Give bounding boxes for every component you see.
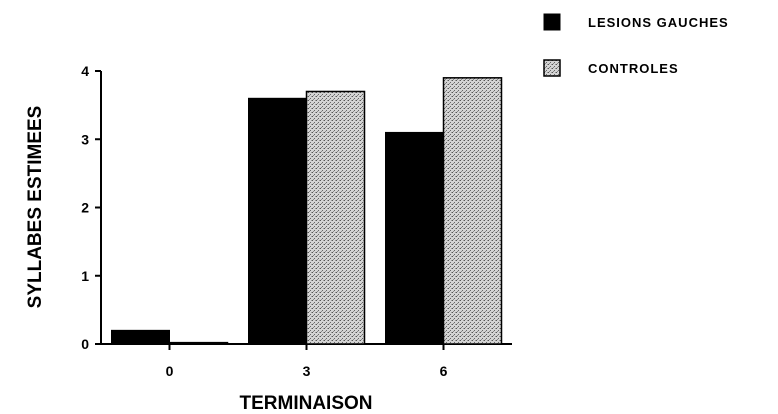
- x-tick-label: 0: [166, 363, 174, 379]
- bar-lesions-gauches-6: [385, 131, 444, 345]
- x-axis-ticks: 0 3 6: [166, 344, 448, 379]
- legend-swatch-controles: [543, 59, 561, 77]
- bar-lesions-gauches-3: [248, 97, 307, 345]
- bar-controles-6: [442, 77, 503, 345]
- bars-group: [111, 77, 503, 345]
- x-axis-title: TERMINAISON: [240, 393, 373, 414]
- y-tick-label: 4: [81, 63, 89, 79]
- y-tick-label: 1: [81, 268, 89, 284]
- bar-controles-3: [305, 90, 366, 345]
- y-axis-ticks: 0 1 2 3 4: [81, 63, 101, 352]
- legend-item-lesions-gauches: LESIONS GAUCHES: [543, 13, 729, 31]
- legend-label-controles: CONTROLES: [588, 61, 679, 76]
- x-tick-label: 3: [303, 363, 311, 379]
- legend-item-controles: CONTROLES: [543, 59, 679, 77]
- legend: LESIONS GAUCHES CONTROLES: [543, 13, 729, 77]
- y-tick-label: 2: [81, 200, 89, 216]
- bar-lesions-gauches-0: [111, 329, 170, 345]
- y-tick-label: 0: [81, 336, 89, 352]
- bar-controles-0: [168, 341, 229, 345]
- y-tick-label: 3: [81, 131, 89, 147]
- legend-swatch-lesions-gauches: [543, 13, 561, 31]
- legend-label-lesions-gauches: LESIONS GAUCHES: [588, 15, 729, 30]
- x-tick-label: 6: [440, 363, 448, 379]
- y-axis-title: SYLLABES ESTIMEES: [25, 106, 46, 309]
